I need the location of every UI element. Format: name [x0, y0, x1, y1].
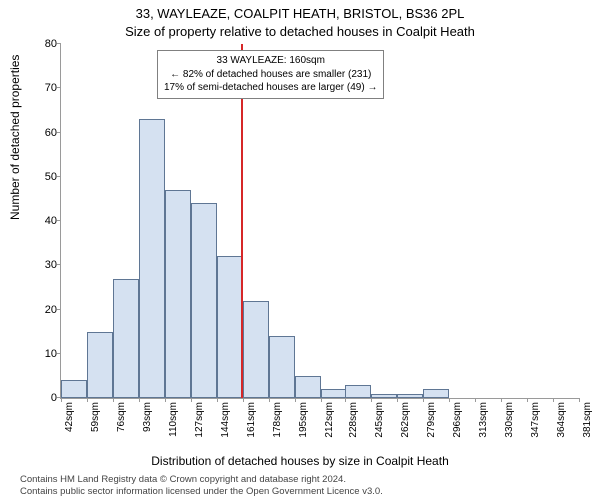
histogram-bar — [139, 119, 165, 398]
histogram-bar — [295, 376, 321, 398]
x-tick-label: 59sqm — [90, 402, 101, 432]
histogram-bar — [61, 380, 87, 398]
x-tick-label: 228sqm — [348, 402, 359, 438]
y-tick-label: 40 — [45, 215, 57, 227]
histogram-bar — [269, 336, 295, 398]
x-tick-label: 296sqm — [452, 402, 463, 438]
histogram-bar — [87, 332, 113, 398]
y-tick-label: 80 — [45, 38, 57, 50]
annotation-line2: ← 82% of detached houses are smaller (23… — [164, 68, 377, 82]
histogram-bar — [345, 385, 371, 398]
histogram-bar — [371, 394, 397, 398]
y-tick-label: 70 — [45, 82, 57, 94]
y-tick-label: 50 — [45, 171, 57, 183]
x-tick-label: 347sqm — [530, 402, 541, 438]
x-tick-label: 364sqm — [556, 402, 567, 438]
y-tick-label: 30 — [45, 259, 57, 271]
histogram-bar — [243, 301, 269, 398]
annotation-line1: 33 WAYLEAZE: 160sqm — [164, 54, 377, 68]
y-tick-label: 20 — [45, 304, 57, 316]
y-tick-label: 0 — [51, 392, 57, 404]
x-tick-label: 161sqm — [246, 402, 257, 438]
x-tick-label: 93sqm — [142, 402, 153, 432]
histogram-bar — [191, 203, 217, 398]
histogram-bar — [423, 389, 449, 398]
footer: Contains HM Land Registry data © Crown c… — [20, 474, 383, 498]
annotation-box: 33 WAYLEAZE: 160sqm ← 82% of detached ho… — [157, 50, 384, 99]
histogram-bar — [397, 394, 423, 398]
x-tick-label: 262sqm — [400, 402, 411, 438]
x-tick-label: 195sqm — [298, 402, 309, 438]
x-tick-label: 212sqm — [324, 402, 335, 438]
annotation-line3: 17% of semi-detached houses are larger (… — [164, 81, 377, 95]
title-main: 33, WAYLEAZE, COALPIT HEATH, BRISTOL, BS… — [0, 6, 600, 21]
title-sub: Size of property relative to detached ho… — [0, 24, 600, 39]
x-tick-label: 110sqm — [168, 402, 179, 437]
x-tick-label: 127sqm — [194, 402, 205, 438]
histogram-bar — [165, 190, 191, 398]
y-tick-label: 10 — [45, 348, 57, 360]
x-tick-label: 178sqm — [272, 402, 283, 438]
x-axis-label: Distribution of detached houses by size … — [0, 454, 600, 468]
x-tick-label: 279sqm — [426, 402, 437, 438]
x-tick-label: 381sqm — [582, 402, 593, 438]
y-tick-label: 60 — [45, 127, 57, 139]
x-tick-label: 245sqm — [374, 402, 385, 438]
chart-container: 33, WAYLEAZE, COALPIT HEATH, BRISTOL, BS… — [0, 0, 600, 500]
y-axis-label: Number of detached properties — [8, 55, 22, 220]
footer-line1: Contains HM Land Registry data © Crown c… — [20, 474, 383, 486]
x-tick-label: 330sqm — [504, 402, 515, 438]
x-tick-label: 313sqm — [478, 402, 489, 438]
footer-line2: Contains public sector information licen… — [20, 486, 383, 498]
histogram-bar — [321, 389, 347, 398]
x-tick-label: 42sqm — [64, 402, 75, 432]
x-tick-label: 144sqm — [220, 402, 231, 438]
histogram-bar — [113, 279, 139, 398]
chart-area: 0102030405060708042sqm59sqm76sqm93sqm110… — [60, 44, 579, 399]
histogram-bar — [217, 256, 243, 398]
x-tick-label: 76sqm — [116, 402, 127, 432]
